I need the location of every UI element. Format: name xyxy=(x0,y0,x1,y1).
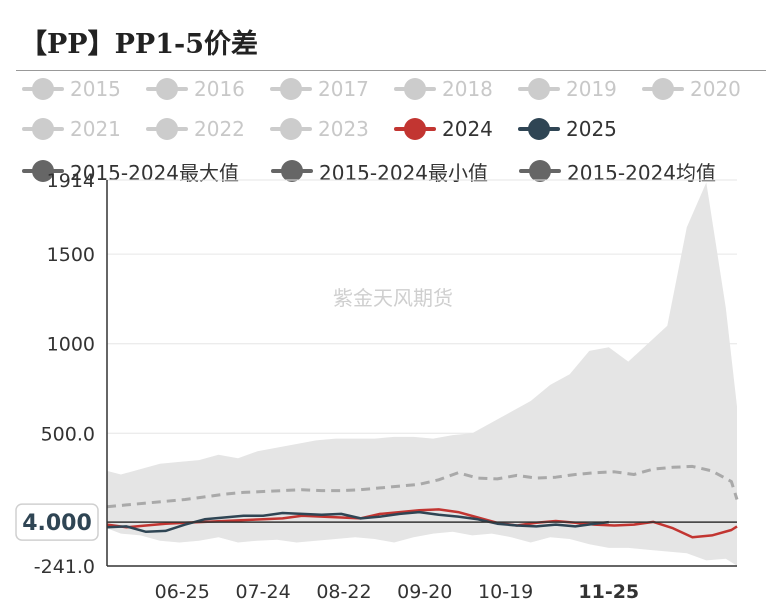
x-tick-label: 10-19 xyxy=(478,581,533,603)
legend-symbol-icon xyxy=(22,159,64,183)
legend-item-5[interactable]: 2020 xyxy=(642,77,741,101)
legend-symbol-icon xyxy=(518,117,560,141)
legend-item-0[interactable]: 2015 xyxy=(22,77,121,101)
legend-symbol-icon xyxy=(519,159,561,183)
legend-symbol-icon xyxy=(22,77,64,101)
legend-item-1[interactable]: 2016 xyxy=(146,77,245,101)
legend-label: 2017 xyxy=(318,77,369,101)
y-tick-label: -241.0 xyxy=(34,556,95,578)
legend-label: 2018 xyxy=(442,77,493,101)
legend-label: 2021 xyxy=(70,117,121,141)
legend-item-6[interactable]: 2021 xyxy=(22,117,121,141)
y-tick-label: 1914 xyxy=(47,170,95,192)
legend-label: 2019 xyxy=(566,77,617,101)
legend-label: 2024 xyxy=(442,117,493,141)
y-tick-label: 1500 xyxy=(47,244,95,266)
legend-symbol-icon xyxy=(518,77,560,101)
legend-symbol-icon xyxy=(22,117,64,141)
legend-item-4[interactable]: 2019 xyxy=(518,77,617,101)
title-divider xyxy=(16,70,766,71)
legend-symbol-icon xyxy=(394,77,436,101)
legend-item-7[interactable]: 2022 xyxy=(146,117,245,141)
legend-item-8[interactable]: 2023 xyxy=(270,117,369,141)
legend-label: 2022 xyxy=(194,117,245,141)
legend-label: 2023 xyxy=(318,117,369,141)
series-line-0 xyxy=(106,464,739,509)
x-tick-label: 09-20 xyxy=(397,581,452,603)
x-tick-label: 11-25 xyxy=(578,581,639,603)
legend-label: 2025 xyxy=(566,117,617,141)
legend-symbol-icon xyxy=(270,77,312,101)
legend-item-3[interactable]: 2018 xyxy=(394,77,493,101)
band-layer xyxy=(107,182,737,566)
x-tick-label: 06-25 xyxy=(155,581,210,603)
legend-label: 2016 xyxy=(194,77,245,101)
legend-label: 2015 xyxy=(70,77,121,101)
legend-symbol-icon xyxy=(271,159,313,183)
legend-item-2[interactable]: 2017 xyxy=(270,77,369,101)
legend-symbol-icon xyxy=(270,117,312,141)
crosshair-value-box xyxy=(15,503,99,541)
legend-symbol-icon xyxy=(642,77,684,101)
crosshair-layer: 4.000 xyxy=(15,503,737,541)
x-tick-label: 07-24 xyxy=(235,581,290,603)
legend-symbol-icon xyxy=(146,77,188,101)
crosshair-value-label: 4.000 xyxy=(22,511,92,536)
axis-layer: 1914 1500 1000 500.0 -241.0 06-25 07-24 08-22 09… xyxy=(34,170,737,603)
legend-item-9[interactable]: 2024 xyxy=(394,117,493,141)
x-tick-label: 08-22 xyxy=(316,581,371,603)
legend-symbol-icon xyxy=(394,117,436,141)
legend-label: 2020 xyxy=(690,77,741,101)
legend-item-10[interactable]: 2025 xyxy=(518,117,617,141)
band-area-max-min xyxy=(107,182,737,566)
y-tick-label: 500.0 xyxy=(41,423,95,445)
y-tick-label: 1000 xyxy=(47,334,95,356)
watermark: 紫金天风期货 xyxy=(333,286,453,310)
legend-symbol-icon xyxy=(146,117,188,141)
page-title: 【PP】PP1-5价差 xyxy=(20,29,258,60)
